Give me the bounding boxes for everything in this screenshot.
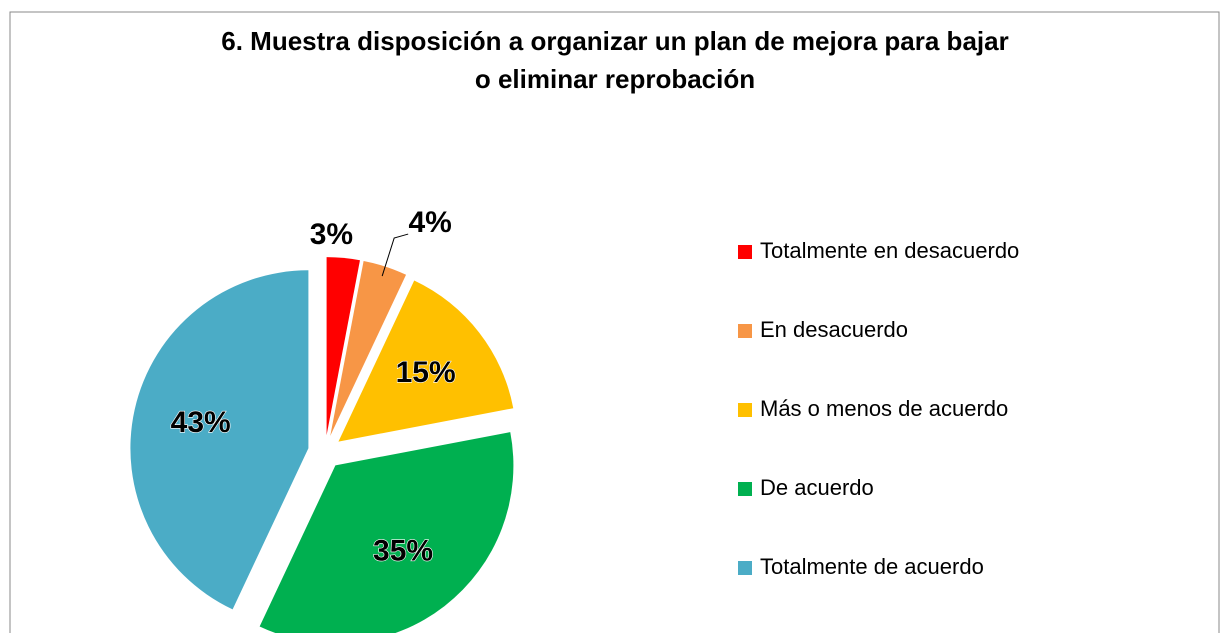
- data-label: 35%: [373, 535, 433, 568]
- pie-slice: [326, 257, 360, 436]
- data-label: 4%: [408, 206, 451, 239]
- pie-slice: [338, 280, 514, 442]
- data-label: 43%: [171, 406, 231, 439]
- leader-line: [381, 233, 409, 277]
- legend-swatch: [738, 482, 752, 496]
- legend-swatch: [738, 403, 752, 417]
- pie-slice: [259, 432, 514, 633]
- legend-swatch: [738, 561, 752, 575]
- data-label: 15%: [396, 356, 456, 389]
- pie-slice: [330, 260, 407, 436]
- legend-label: De acuerdo: [760, 475, 874, 500]
- legend-label: Totalmente de acuerdo: [760, 554, 984, 579]
- legend-label: En desacuerdo: [760, 317, 908, 342]
- legend-label: Más o menos de acuerdo: [760, 396, 1008, 421]
- data-label: 3%: [310, 218, 353, 251]
- pie-slice: [130, 270, 309, 610]
- legend-swatch: [738, 245, 752, 259]
- legend-swatch: [738, 324, 752, 338]
- legend-label: Totalmente en desacuerdo: [760, 238, 1019, 263]
- chart-title: 6. Muestra disposición a organizar un pl…: [221, 26, 1008, 94]
